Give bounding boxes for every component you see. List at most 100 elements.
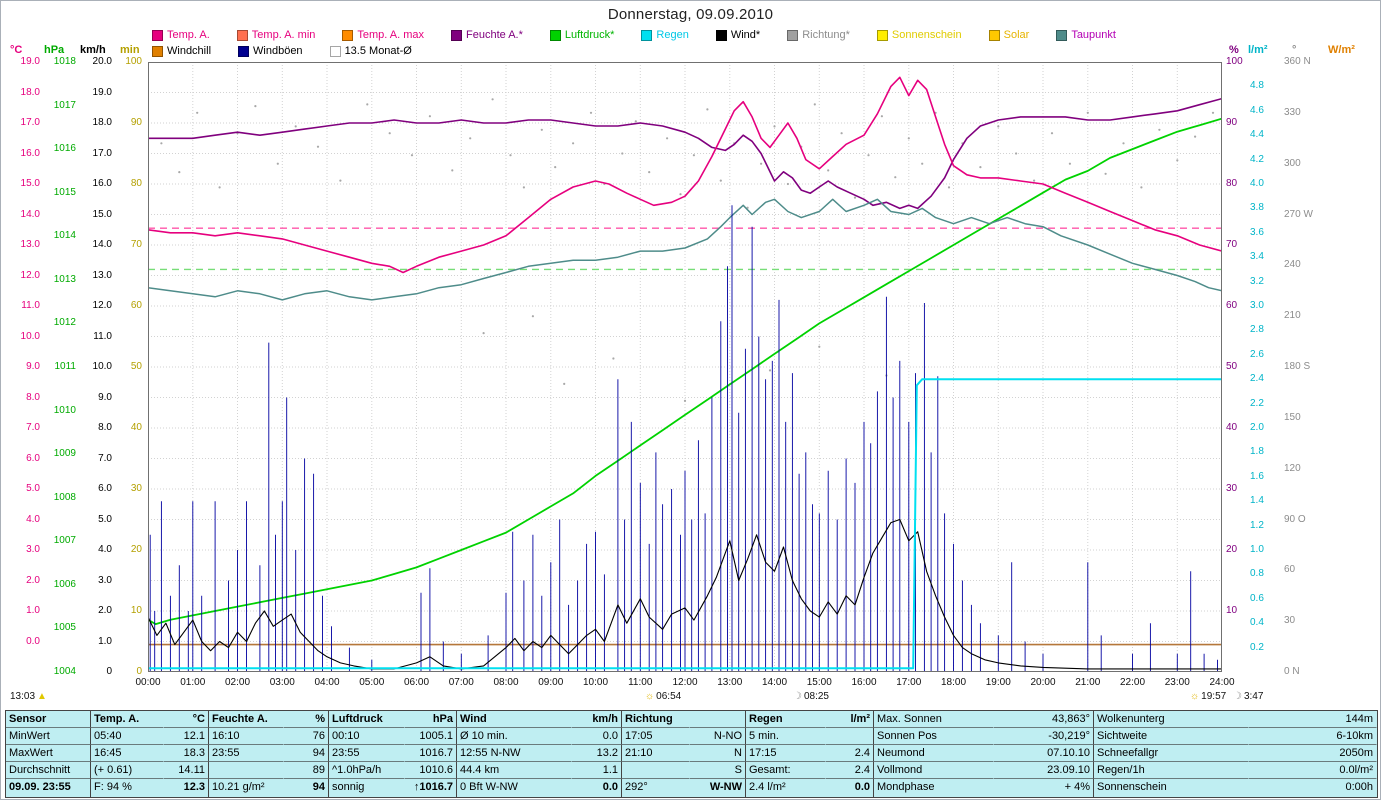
marker-icon: ▲ xyxy=(37,691,47,702)
axis-tick-pct: 60 xyxy=(1226,300,1238,311)
axis-tick-rain: 1.8 xyxy=(1250,446,1264,458)
axis-tick-hpa: 1010 xyxy=(53,404,76,416)
legend-swatch-icon xyxy=(1056,29,1068,41)
legend-label: Windböen xyxy=(253,45,303,57)
stats-cell: N-NO xyxy=(690,728,746,745)
axis-tick-deg: 180 S xyxy=(1284,361,1311,372)
axis-tick-kmh: 5.0 xyxy=(98,513,112,525)
stats-cell: 2.4 l/m² xyxy=(746,779,826,797)
stats-header-cell: Max. Sonnen xyxy=(874,711,994,728)
stats-header-cell: Temp. A. xyxy=(91,711,164,728)
axis-tick-minutes: 20 xyxy=(130,544,142,555)
stats-header-cell: Wolkenunterg xyxy=(1094,711,1249,728)
stats-cell: 6-10km xyxy=(1249,728,1377,745)
axis-tick-kmh: 3.0 xyxy=(98,574,112,586)
x-axis-tick: 04:00 xyxy=(314,677,340,688)
stats-cell: 12.1 xyxy=(164,728,209,745)
stats-cell: 09.09. 23:55 xyxy=(6,779,91,797)
stats-cell: Gesamt: xyxy=(746,762,826,779)
axis-tick-temp: 3.0 xyxy=(26,544,40,555)
stats-cell: ↑1016.7 xyxy=(405,779,457,797)
axis-header-kmh: km/h xyxy=(80,44,106,56)
legend-label: Temp. A. max xyxy=(357,29,425,41)
axis-tick-hpa: 1004 xyxy=(53,666,76,677)
axis-tick-rain: 1.6 xyxy=(1250,470,1264,482)
x-axis-tick: 16:00 xyxy=(851,677,877,688)
axis-tick-pct: 90 xyxy=(1226,117,1238,128)
legend-label: Regen xyxy=(656,29,689,41)
axis-tick-rain: 3.6 xyxy=(1250,226,1264,238)
x-axis-tick: 12:00 xyxy=(672,677,698,688)
stats-cell: 23.09.10 xyxy=(994,762,1094,779)
axis-tick-pct: 100 xyxy=(1226,56,1243,67)
legend-swatch-icon xyxy=(715,29,727,41)
axis-tick-pct: 40 xyxy=(1226,422,1238,433)
stats-cell: 10.21 g/m² xyxy=(209,779,284,797)
x-axis-tick: 17:00 xyxy=(896,677,922,688)
stats-cell: 07.10.10 xyxy=(994,745,1094,762)
stats-header-cell xyxy=(690,711,746,728)
stats-cell: Sichtweite xyxy=(1094,728,1249,745)
legend-swatch-icon xyxy=(988,29,1000,41)
axis-tick-kmh: 14.0 xyxy=(92,239,112,250)
stats-header-cell: Richtung xyxy=(622,711,690,728)
stats-cell: 76 xyxy=(284,728,329,745)
stats-header-cell: 144m xyxy=(1249,711,1377,728)
axis-tick-rain: 3.8 xyxy=(1250,202,1264,214)
axis-tick-rain: 3.4 xyxy=(1250,251,1264,263)
axis-tick-rain: 2.6 xyxy=(1250,348,1264,360)
time-annotation: ☼ 06:54 xyxy=(645,691,681,702)
stats-cell: Sonnenschein xyxy=(1094,779,1249,797)
x-axis-tick: 05:00 xyxy=(359,677,385,688)
stats-header-cell: Regen xyxy=(746,711,826,728)
axis-tick-pct: 70 xyxy=(1226,239,1238,250)
axis-header-minutes: min xyxy=(120,44,140,56)
axis-tick-kmh: 8.0 xyxy=(98,422,112,433)
stats-cell: 14.11 xyxy=(164,762,209,779)
annotation-time: 06:54 xyxy=(656,691,682,702)
axis-tick-kmh: 4.0 xyxy=(98,544,112,555)
axis-tick-deg: 330 xyxy=(1284,106,1301,118)
axis-tick-deg: 360 N xyxy=(1284,56,1311,67)
x-axis-tick: 09:00 xyxy=(538,677,564,688)
axis-tick-rain: 1.4 xyxy=(1250,495,1264,507)
axis-tick-minutes: 60 xyxy=(130,300,142,311)
stats-cell: 2.4 xyxy=(826,745,874,762)
legend-item: Windböen xyxy=(238,45,303,57)
axis-tick-temp: 12.0 xyxy=(20,269,40,281)
axis-tick-minutes: 90 xyxy=(130,117,142,128)
stats-cell: Neumond xyxy=(874,745,994,762)
legend-swatch-icon xyxy=(152,45,163,57)
axis-tick-hpa: 1013 xyxy=(53,273,76,285)
legend-label: 13.5 Monat-Ø xyxy=(344,45,412,57)
axis-tick-kmh: 9.0 xyxy=(98,391,112,403)
legend-item: 13.5 Monat-Ø xyxy=(329,45,412,57)
stats-cell: 1005.1 xyxy=(405,728,457,745)
axis-tick-hpa: 1005 xyxy=(53,622,76,634)
stats-cell: MinWert xyxy=(6,728,91,745)
axis-tick-hpa: 1017 xyxy=(53,99,76,111)
axis-tick-rain: 4.0 xyxy=(1250,178,1264,189)
stats-cell: 94 xyxy=(284,779,329,797)
stats-cell: 2.4 xyxy=(826,762,874,779)
axis-tick-temp: 15.0 xyxy=(20,178,40,189)
axis-tick-rain: 2.0 xyxy=(1250,422,1264,433)
stats-cell: 23:55 xyxy=(329,745,405,762)
axis-tick-hpa: 1009 xyxy=(53,448,76,460)
stats-header-cell: °C xyxy=(164,711,209,728)
axis-tick-temp: 2.0 xyxy=(26,574,40,586)
axis-tick-rain: 0.4 xyxy=(1250,617,1264,629)
axis-tick-temp: 4.0 xyxy=(26,513,40,525)
axis-tick-rain: 1.0 xyxy=(1250,544,1264,555)
axis-tick-kmh: 7.0 xyxy=(98,452,112,464)
axis-tick-rain: 1.2 xyxy=(1250,519,1264,531)
stats-cell: (+ 0.61) xyxy=(91,762,164,779)
x-axis-tick: 24:00 xyxy=(1209,677,1235,688)
axis-tick-minutes: 80 xyxy=(130,178,142,189)
legend-swatch-icon xyxy=(342,29,354,41)
stats-cell: 0.0l/m² xyxy=(1249,762,1377,779)
stats-cell: 23:55 xyxy=(209,745,284,762)
stats-cell: 12.3 xyxy=(164,779,209,797)
axis-tick-pct: 80 xyxy=(1226,178,1238,189)
x-axis-tick: 21:00 xyxy=(1075,677,1101,688)
